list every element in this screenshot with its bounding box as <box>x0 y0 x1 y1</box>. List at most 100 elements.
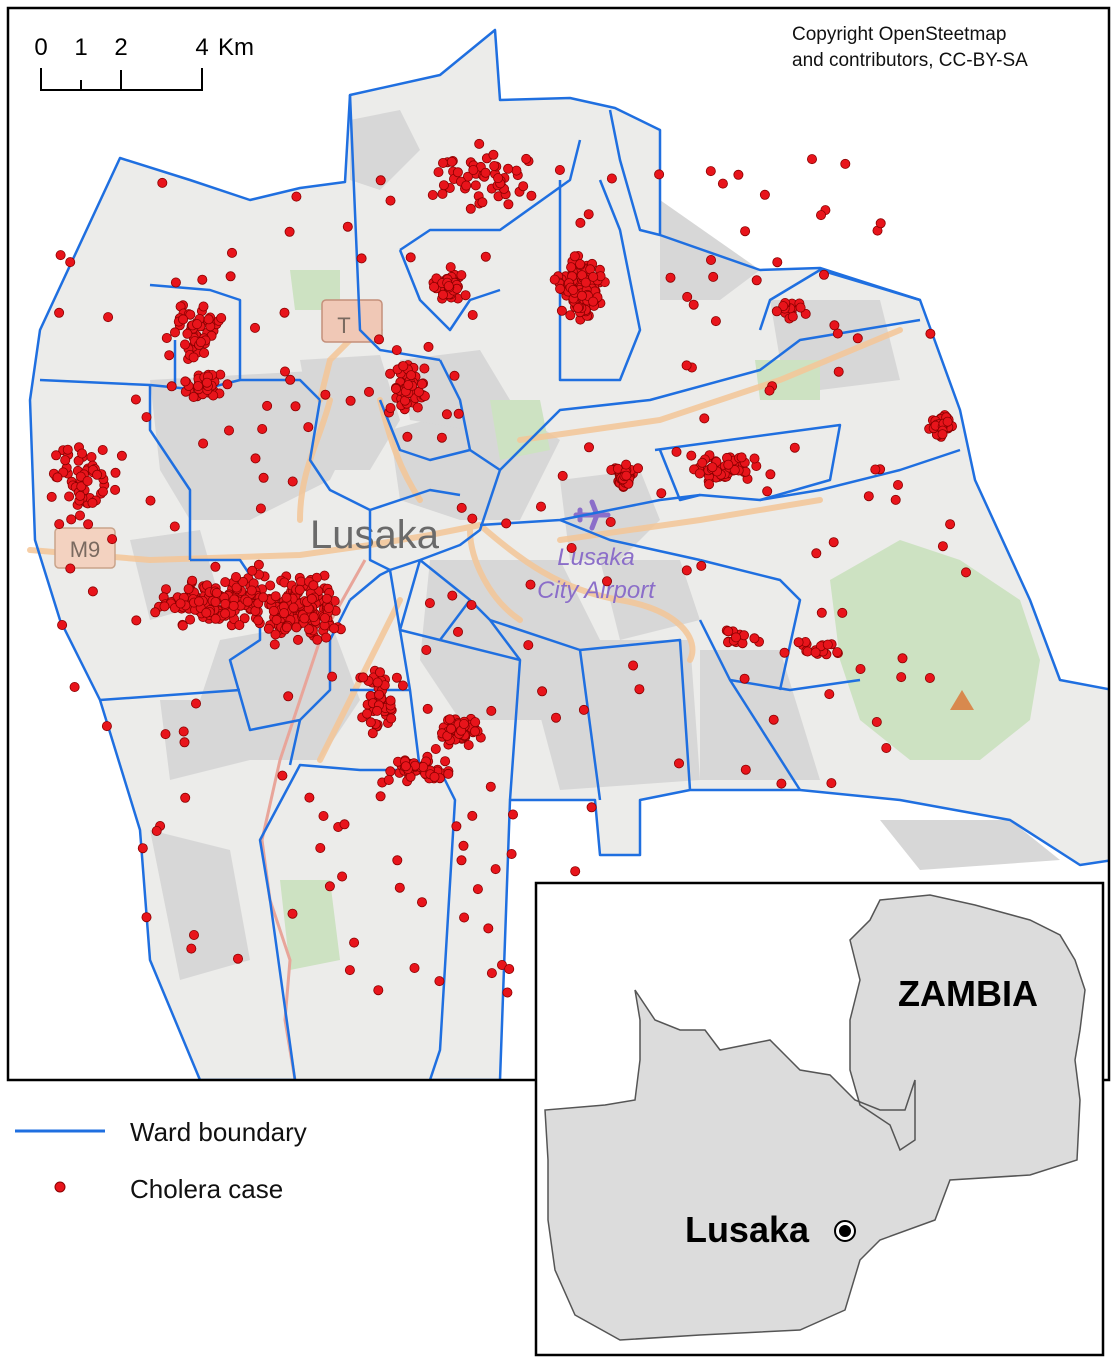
cholera-case-point <box>526 190 537 201</box>
cholera-case-point <box>65 257 76 268</box>
cholera-case-point <box>131 615 142 626</box>
cholera-case-point <box>789 442 800 453</box>
cholera-case-point <box>216 312 227 323</box>
cholera-case-point <box>365 717 376 728</box>
cholera-case-point <box>723 459 734 470</box>
cholera-case-point <box>501 518 512 529</box>
cholera-case-point <box>262 400 273 411</box>
cholera-case-point <box>674 758 685 769</box>
cholera-case-point <box>157 177 168 188</box>
cholera-case-point <box>178 726 189 737</box>
inset-country-label: ZAMBIA <box>898 973 1038 1014</box>
cholera-case-point <box>826 778 837 789</box>
cholera-case-point <box>456 855 467 866</box>
cholera-case-point <box>863 491 874 502</box>
cholera-case-point <box>349 937 360 948</box>
cholera-case-point <box>374 689 385 700</box>
cholera-case-point <box>150 607 161 618</box>
cholera-case-point <box>575 259 586 270</box>
cholera-case-point <box>480 167 491 178</box>
cholera-case-point <box>398 361 409 372</box>
cholera-case-point <box>385 766 396 777</box>
cholera-case-point <box>230 572 241 583</box>
cholera-case-point <box>447 590 458 601</box>
cholera-case-point <box>253 615 264 626</box>
cholera-case-point <box>427 189 438 200</box>
cholera-case-point <box>881 743 892 754</box>
cholera-case-point <box>654 169 665 180</box>
cholera-case-point <box>461 180 472 191</box>
cholera-case-point <box>66 514 77 525</box>
cholera-case-point <box>557 470 568 481</box>
cholera-case-point <box>551 712 562 723</box>
scale-bar: 0 1 2 4 Km <box>34 34 254 91</box>
cholera-case-point <box>816 607 827 618</box>
cholera-case-point <box>463 740 474 751</box>
cholera-case-point <box>166 381 177 392</box>
cholera-case-point <box>312 634 323 645</box>
cholera-case-point <box>708 271 719 282</box>
road-shield-m9: M9 <box>54 527 116 569</box>
cholera-case-point <box>321 593 332 604</box>
cholera-case-point <box>740 226 751 237</box>
cholera-case-point <box>141 912 152 923</box>
cholera-case-point <box>429 771 440 782</box>
cholera-case-point <box>606 173 617 184</box>
cholera-case-point <box>225 271 236 282</box>
cholera-case-point <box>402 431 413 442</box>
cholera-case-point <box>837 607 848 618</box>
inset-zambia-shape <box>544 894 1086 1341</box>
cholera-case-point <box>665 272 676 283</box>
cholera-case-point <box>51 450 62 461</box>
cholera-case-point <box>288 602 299 613</box>
cholera-case-point <box>438 180 449 191</box>
cholera-case-point <box>285 374 296 385</box>
cholera-case-point <box>279 608 290 619</box>
cholera-case-point <box>437 157 448 168</box>
cholera-case-point <box>175 598 186 609</box>
cholera-case-point <box>246 585 257 596</box>
cholera-case-point <box>385 402 396 413</box>
cholera-case-point <box>375 791 386 802</box>
cholera-case-point <box>107 534 118 545</box>
cholera-case-point <box>386 713 397 724</box>
cholera-case-point <box>220 598 231 609</box>
cholera-case-point <box>372 677 383 688</box>
cholera-case-point <box>490 864 501 875</box>
cholera-case-point <box>137 843 148 854</box>
cholera-case-point <box>467 309 478 320</box>
cholera-case-point <box>201 607 212 618</box>
cholera-case-point <box>424 598 435 609</box>
cholera-case-point <box>141 412 152 423</box>
cholera-case-point <box>568 284 579 295</box>
cholera-case-point <box>460 290 471 301</box>
cholera-case-point <box>46 491 57 502</box>
cholera-case-point <box>467 513 478 524</box>
cholera-case-point <box>405 252 416 263</box>
cholera-case-point <box>433 167 444 178</box>
cholera-case-point <box>375 175 386 186</box>
cholera-case-point <box>345 395 356 406</box>
cholera-case-point <box>373 334 384 345</box>
cholera-case-point <box>449 370 460 381</box>
cholera-case-point <box>682 291 693 302</box>
cholera-case-point <box>810 647 821 658</box>
legend-case-label: Cholera case <box>130 1174 283 1204</box>
cholera-case-point <box>493 173 504 184</box>
cholera-case-point <box>249 322 260 333</box>
cholera-case-point <box>54 519 65 530</box>
cholera-case-point <box>671 446 682 457</box>
cholera-case-point <box>87 586 98 597</box>
cholera-case-point <box>466 600 477 611</box>
basemap: M9 T Lusaka Lusaka City Airport <box>27 24 1109 1080</box>
cholera-case-point <box>893 479 904 490</box>
cholera-case-point <box>193 381 204 392</box>
scale-tick-1: 1 <box>74 34 87 61</box>
cholera-case-point <box>584 442 595 453</box>
cholera-case-point <box>705 166 716 177</box>
cholera-case-point <box>451 821 462 832</box>
cholera-case-point <box>749 453 760 464</box>
cholera-case-point <box>536 501 547 512</box>
cholera-case-point <box>446 723 457 734</box>
